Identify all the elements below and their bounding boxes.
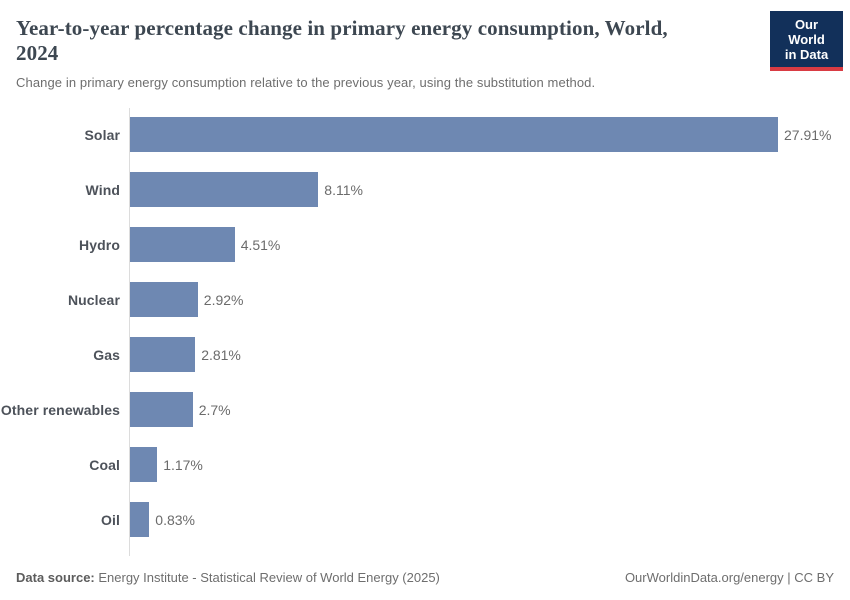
value-label: 2.81%: [201, 346, 241, 363]
chart-subtitle: Change in primary energy consumption rel…: [16, 75, 596, 90]
chart-row: Coal 1.17%: [0, 437, 850, 492]
bar-wind[interactable]: [130, 172, 319, 207]
value-label: 8.11%: [324, 181, 363, 198]
chart-row: Other renewables 2.7%: [0, 382, 850, 437]
category-label: Hydro: [79, 236, 120, 253]
category-label: Oil: [101, 511, 120, 528]
chart-row: Solar 27.91%: [0, 107, 850, 162]
category-label: Wind: [85, 181, 120, 198]
chart-row: Wind 8.11%: [0, 162, 850, 217]
owid-logo: Our World in Data: [770, 11, 843, 71]
value-label: 27.91%: [784, 126, 832, 143]
bar-other-renewables[interactable]: [130, 392, 193, 427]
value-label: 4.51%: [240, 236, 281, 253]
value-label: 0.83%: [155, 511, 195, 528]
chart-row: Hydro 4.51%: [0, 217, 850, 272]
y-axis-line: [129, 108, 130, 556]
chart-row: Oil 0.83%: [0, 492, 850, 547]
bar-solar[interactable]: [130, 117, 778, 152]
chart-row: Nuclear 2.92%: [0, 272, 850, 327]
owid-logo-line2: in Data: [784, 47, 829, 62]
data-source: Data source: Energy Institute - Statisti…: [16, 570, 440, 585]
category-label: Coal: [89, 456, 120, 473]
category-label: Solar: [84, 126, 120, 143]
chart-row: Gas 2.81%: [0, 327, 850, 382]
bar-nuclear[interactable]: [130, 282, 198, 317]
owid-logo-line1: Our World: [788, 17, 825, 47]
chart-footer: Data source: Energy Institute - Statisti…: [16, 570, 834, 585]
bar-chart: Solar 27.91% Wind 8.11% Hydro 4.51% Nuclear 2.9…: [0, 107, 850, 556]
credit-line: OurWorldinData.org/energy | CC BY: [624, 570, 834, 585]
data-source-label: Data source:: [16, 570, 95, 585]
value-label: 2.7%: [198, 401, 231, 418]
bar-gas[interactable]: [130, 337, 196, 372]
data-source-text: Energy Institute - Statistical Review of…: [94, 570, 440, 585]
bar-hydro[interactable]: [130, 227, 235, 262]
value-label: 1.17%: [163, 456, 203, 473]
chart-header: Year-to-year percentage change in primar…: [16, 11, 843, 90]
bar-coal[interactable]: [130, 447, 158, 482]
category-label: Gas: [93, 346, 120, 363]
category-label: Nuclear: [67, 291, 120, 308]
value-label: 2.92%: [203, 291, 244, 308]
category-label: Other renewables: [0, 401, 120, 418]
chart-title: Year-to-year percentage change in primar…: [16, 16, 668, 65]
bar-oil[interactable]: [130, 502, 150, 537]
